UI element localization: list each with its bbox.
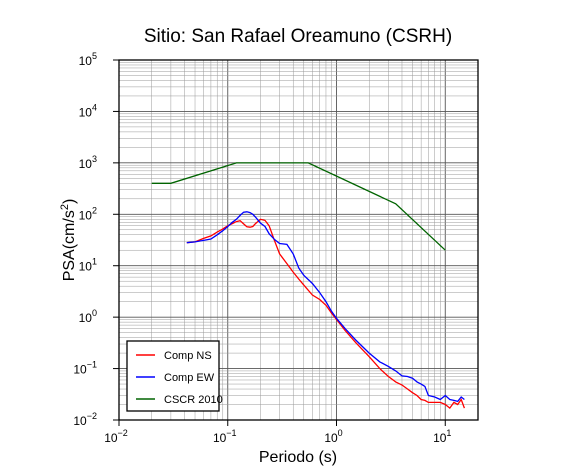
x-tick-label: 10−2 [104,428,128,445]
y-tick-label: 101 [79,257,97,274]
x-tick-label: 100 [324,428,342,445]
y-tick-label: 102 [79,205,97,222]
legend-items: Comp NS Comp EW CSCR 2010 [136,350,223,406]
y-tick-label: 105 [79,51,97,68]
chart-title: Sitio: San Rafael Oreamuno (CSRH) [144,26,452,47]
legend: Comp NS Comp EW CSCR 2010 [126,340,223,412]
y-tick-label: 100 [79,308,97,325]
legend-label: Comp NS [164,350,212,362]
x-axis-label: Periodo (s) [259,449,337,466]
y-tick-label: 103 [79,154,97,171]
x-tick-label: 101 [433,428,451,445]
series-line-cscr-2010 [151,162,446,251]
tick-layer: 10−2 10−1 100 101 10−2 10−1 100 101 102 103 104 105 [73,51,451,445]
y-tick-label: 104 [79,102,97,119]
y-tick-label: 10−1 [73,360,97,377]
series-line-comp-ns [186,218,466,410]
series-line-comp-ew [186,211,465,403]
series-layer [151,162,466,410]
y-axis-label: PSA(cm/s2) [59,199,78,282]
legend-label: CSCR 2010 [164,394,223,406]
plot-frame [118,59,479,421]
legend-label: Comp EW [164,372,215,384]
y-tick-label: 10−2 [73,411,97,428]
x-tick-label: 10−1 [213,428,237,445]
